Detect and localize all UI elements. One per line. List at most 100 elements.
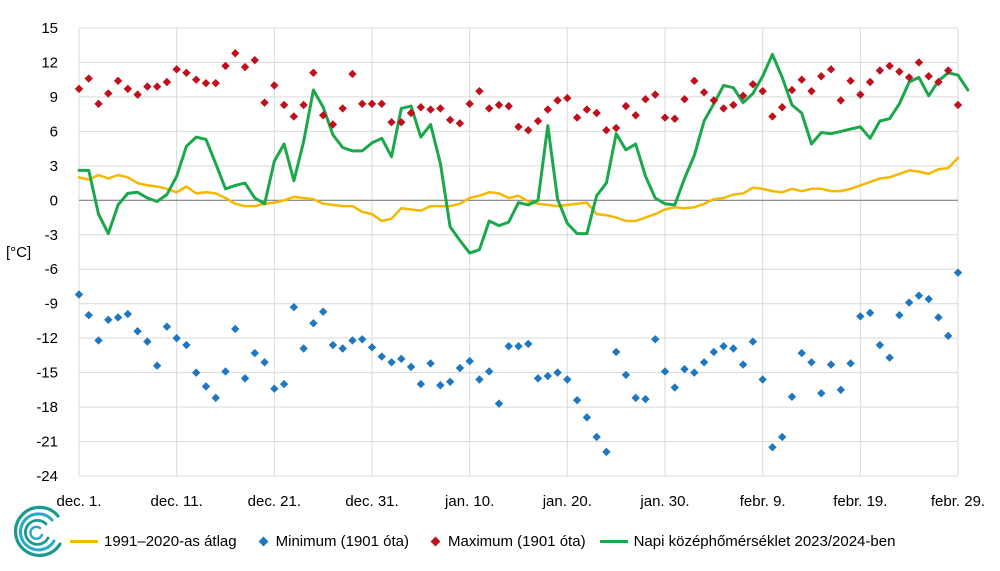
- y-tick-label: -18: [36, 399, 58, 416]
- data-point: [358, 99, 367, 109]
- data-point: [641, 95, 650, 104]
- legend-daily-mean-swatch: [599, 539, 628, 543]
- data-point: [455, 119, 465, 128]
- data-point: [250, 55, 259, 65]
- y-tick-label: -3: [45, 227, 58, 244]
- data-point: [94, 99, 103, 109]
- data-point: [690, 368, 699, 377]
- data-point: [709, 96, 719, 105]
- data-point: [787, 85, 797, 95]
- data-point: [406, 362, 416, 372]
- data-point: [631, 111, 640, 120]
- data-point: [279, 100, 289, 110]
- data-point: [563, 93, 572, 103]
- data-point: [494, 399, 504, 408]
- y-tick-label: 9: [50, 89, 58, 106]
- data-point: [924, 72, 933, 81]
- data-point: [572, 395, 582, 405]
- data-point: [660, 113, 670, 122]
- data-point: [670, 114, 679, 123]
- legend-average-label: 1991–2020-as átlag: [104, 532, 237, 550]
- data-point: [504, 341, 513, 351]
- data-point: [192, 75, 201, 84]
- data-point: [602, 126, 611, 135]
- data-point: [914, 291, 924, 300]
- data-point: [358, 335, 367, 344]
- data-point: [553, 96, 562, 105]
- data-point: [631, 393, 640, 403]
- data-point: [162, 77, 172, 87]
- data-point: [875, 340, 885, 350]
- data-point: [338, 104, 347, 113]
- data-point: [621, 101, 631, 111]
- data-point: [719, 104, 728, 113]
- data-point: [729, 100, 738, 110]
- data-point: [260, 98, 269, 107]
- data-point: [94, 336, 103, 345]
- y-tick-label: -12: [36, 330, 58, 347]
- data-point: [299, 344, 308, 353]
- data-point: [768, 112, 777, 121]
- data-point: [758, 375, 767, 384]
- data-point: [826, 65, 836, 74]
- data-point: [553, 368, 562, 377]
- data-point: [416, 379, 426, 389]
- data-point: [289, 302, 299, 312]
- data-point: [904, 298, 914, 307]
- data-point: [494, 100, 504, 110]
- data-point: [572, 113, 582, 122]
- data-point: [817, 389, 826, 398]
- data-point: [397, 354, 406, 364]
- data-point: [279, 379, 289, 389]
- x-tick-label: dec. 21.: [248, 493, 301, 510]
- data-point: [699, 358, 709, 367]
- data-point: [211, 78, 220, 88]
- data-point: [377, 352, 386, 361]
- data-point: [504, 101, 513, 111]
- data-point: [904, 73, 914, 82]
- legend-item-daily-mean: Napi középhőmérséklet 2023/2024-ben: [599, 533, 895, 550]
- data-point: [514, 122, 523, 131]
- data-point: [113, 76, 123, 86]
- data-point: [582, 413, 592, 422]
- data-point: [133, 327, 142, 336]
- data-point: [74, 84, 84, 94]
- data-point: [611, 123, 621, 133]
- data-point: [143, 82, 152, 91]
- data-point: [406, 108, 416, 118]
- data-point: [738, 360, 748, 369]
- data-point: [104, 315, 113, 324]
- data-point: [524, 126, 533, 135]
- data-point: [318, 307, 328, 316]
- data-point: [533, 116, 543, 126]
- data-point: [289, 112, 299, 121]
- data-point: [690, 76, 699, 86]
- x-tick-label: dec. 11.: [151, 493, 203, 510]
- x-tick-label: jan. 20.: [542, 493, 592, 510]
- data-point: [621, 370, 631, 380]
- data-point: [738, 91, 748, 100]
- data-point: [455, 363, 465, 373]
- data-point: [875, 66, 885, 75]
- data-point: [221, 367, 230, 376]
- data-point: [934, 313, 943, 322]
- minimum-series: [74, 268, 963, 457]
- data-point: [533, 374, 543, 383]
- data-point: [387, 358, 396, 367]
- data-point: [152, 82, 162, 91]
- data-point: [670, 383, 679, 392]
- data-point: [914, 58, 924, 67]
- average-series: [77, 156, 960, 223]
- data-point: [807, 358, 816, 367]
- legend-item-maximum: Maximum (1901 óta): [423, 533, 586, 550]
- legend-item-average: 1991–2020-as átlag: [70, 533, 237, 550]
- legend-minimum-label: Minimum (1901 óta): [275, 532, 410, 550]
- daily-mean-series: [77, 52, 970, 255]
- data-point: [328, 120, 338, 129]
- data-point: [885, 61, 894, 71]
- data-point: [240, 62, 250, 72]
- data-point: [865, 308, 875, 318]
- data-point: [856, 90, 865, 99]
- y-tick-label: 12: [41, 54, 58, 71]
- y-tick-label: -21: [36, 434, 58, 451]
